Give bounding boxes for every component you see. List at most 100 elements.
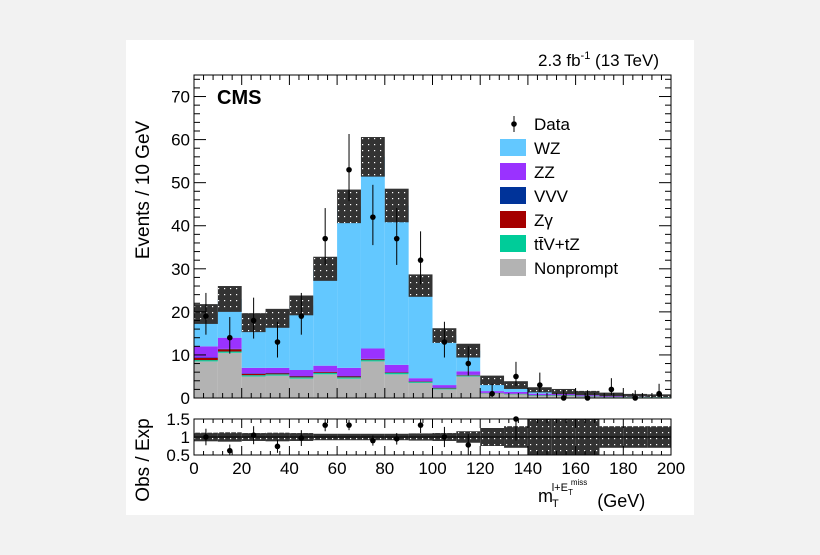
legend-label-0: Data xyxy=(534,115,570,134)
lumi-exponent: -1 xyxy=(581,50,591,62)
lumi-label: 2.3 fb-1 (13 TeV) xyxy=(538,50,659,70)
data-point-13 xyxy=(513,373,519,380)
bar-nonprompt-4 xyxy=(289,378,314,398)
bar-nonprompt-6 xyxy=(337,378,361,398)
bar-z--7 xyxy=(360,359,385,361)
bar-nonprompt-0 xyxy=(194,361,218,398)
bar-ttv-tz-10 xyxy=(432,388,457,390)
bar-nonprompt-3 xyxy=(265,375,290,398)
bar-nonprompt-5 xyxy=(313,374,338,398)
data-point-9 xyxy=(417,257,424,263)
bar-zz-0 xyxy=(194,346,218,358)
main-y-tick-label-7: 70 xyxy=(171,88,190,107)
main-plot-area: 0 10 20 30 40 50 60 70 Data WZ ZZ VVV Zγ tt̄V+tZ Nonpr… xyxy=(171,74,672,408)
x-axis-title-sup-sub: T xyxy=(568,488,573,497)
main-y-tick-label-4: 40 xyxy=(171,217,190,236)
bar-nonprompt-2 xyxy=(241,376,266,398)
legend-label-4: Zγ xyxy=(534,211,553,230)
bar-ttv-tz-0 xyxy=(194,360,218,362)
legend-swatch-1 xyxy=(500,139,526,156)
main-y-tick-label-0: 0 xyxy=(181,389,190,408)
bar-nonprompt-8 xyxy=(384,374,409,398)
bar-ttv-tz-2 xyxy=(241,375,266,377)
data-point-8 xyxy=(393,235,400,242)
data-point-14 xyxy=(537,382,543,388)
bar-nonprompt-1 xyxy=(217,352,242,398)
bar-zz-3 xyxy=(265,367,290,374)
legend: Data WZ ZZ VVV Zγ tt̄V+tZ Nonprompt xyxy=(500,115,618,278)
energy-label: (13 TeV) xyxy=(590,51,659,70)
experiment-label: CMS xyxy=(217,87,261,109)
bar-ttv-tz-4 xyxy=(289,377,314,379)
x-tick-label-1: 20 xyxy=(232,459,251,478)
x-tick-label-5: 100 xyxy=(418,459,446,478)
bar-ttv-tz-11 xyxy=(456,375,481,377)
data-point-4 xyxy=(298,313,305,319)
data-point-12 xyxy=(489,390,495,397)
x-tick-label-4: 80 xyxy=(375,459,394,478)
data-point-6 xyxy=(346,166,352,173)
bar-nonprompt-10 xyxy=(432,389,457,398)
x-tick-label-6: 120 xyxy=(466,459,494,478)
bar-ttv-tz-3 xyxy=(265,374,290,376)
legend-data-marker xyxy=(511,121,517,127)
data-point-11 xyxy=(465,360,472,367)
bar-zz-6 xyxy=(337,367,361,377)
data-point-17 xyxy=(608,386,615,393)
bar-zz-5 xyxy=(313,365,338,372)
uncertainty-band-7 xyxy=(360,137,385,177)
ratio-point-10 xyxy=(441,434,448,440)
uncertainty-band-5 xyxy=(313,256,338,281)
x-axis-title-main: m xyxy=(538,486,553,506)
bar-wz-5 xyxy=(313,268,338,366)
ratio-point-1 xyxy=(226,447,233,454)
x-tick-label-7: 140 xyxy=(514,459,542,478)
x-tick-label-0: 0 xyxy=(189,459,198,478)
bar-ttv-tz-9 xyxy=(408,382,433,383)
legend-label-2: ZZ xyxy=(534,163,555,182)
legend-label-1: WZ xyxy=(534,139,560,158)
bar-z--3 xyxy=(265,373,290,375)
bar-zz-2 xyxy=(241,367,266,374)
bar-zz-7 xyxy=(360,348,385,359)
bar-wz-8 xyxy=(384,205,409,365)
main-y-tick-label-6: 60 xyxy=(171,131,190,150)
uncertainty-band-3 xyxy=(265,308,290,328)
bar-z--4 xyxy=(289,376,314,378)
bar-wz-2 xyxy=(241,322,266,368)
ratio-point-7 xyxy=(370,437,376,444)
ratio-point-11 xyxy=(465,442,472,448)
bar-wz-6 xyxy=(337,206,361,368)
x-axis-title-sup: l+E xyxy=(552,482,568,494)
data-point-2 xyxy=(250,317,257,324)
main-y-tick-label-1: 10 xyxy=(171,346,190,365)
ratio-y-tick-label-2: 1.5 xyxy=(166,410,190,429)
bar-zz-4 xyxy=(289,370,314,377)
bar-zz-9 xyxy=(408,378,433,382)
bar-ttv-tz-7 xyxy=(360,360,385,362)
bar-ttv-tz-8 xyxy=(384,373,409,375)
bar-z--0 xyxy=(194,357,218,361)
bar-wz-7 xyxy=(360,156,385,349)
uncertainty-band-8 xyxy=(384,188,409,223)
ratio-point-8 xyxy=(393,436,400,442)
bar-ttv-tz-5 xyxy=(313,373,338,375)
x-tick-label-9: 180 xyxy=(609,459,637,478)
ratio-point-4 xyxy=(298,435,305,441)
uncertainty-band-1 xyxy=(217,286,242,312)
legend-swatch-4 xyxy=(500,211,526,228)
bar-zz-10 xyxy=(432,385,457,388)
legend-label-6: Nonprompt xyxy=(534,259,618,278)
bar-nonprompt-11 xyxy=(456,376,481,398)
figure: 0 10 20 30 40 50 60 70 Data WZ ZZ VVV Zγ tt̄V+tZ Nonpr… xyxy=(126,40,694,515)
data-point-5 xyxy=(322,235,328,242)
legend-swatch-3 xyxy=(500,187,526,204)
legend-swatch-6 xyxy=(500,259,526,276)
data-point-0 xyxy=(203,313,209,319)
main-y-tick-label-5: 50 xyxy=(171,174,190,193)
ratio-point-0 xyxy=(203,434,209,440)
ratio-point-9 xyxy=(417,422,424,428)
ratio-point-6 xyxy=(346,422,352,428)
data-point-19 xyxy=(656,390,662,397)
x-tick-label-2: 40 xyxy=(280,459,299,478)
